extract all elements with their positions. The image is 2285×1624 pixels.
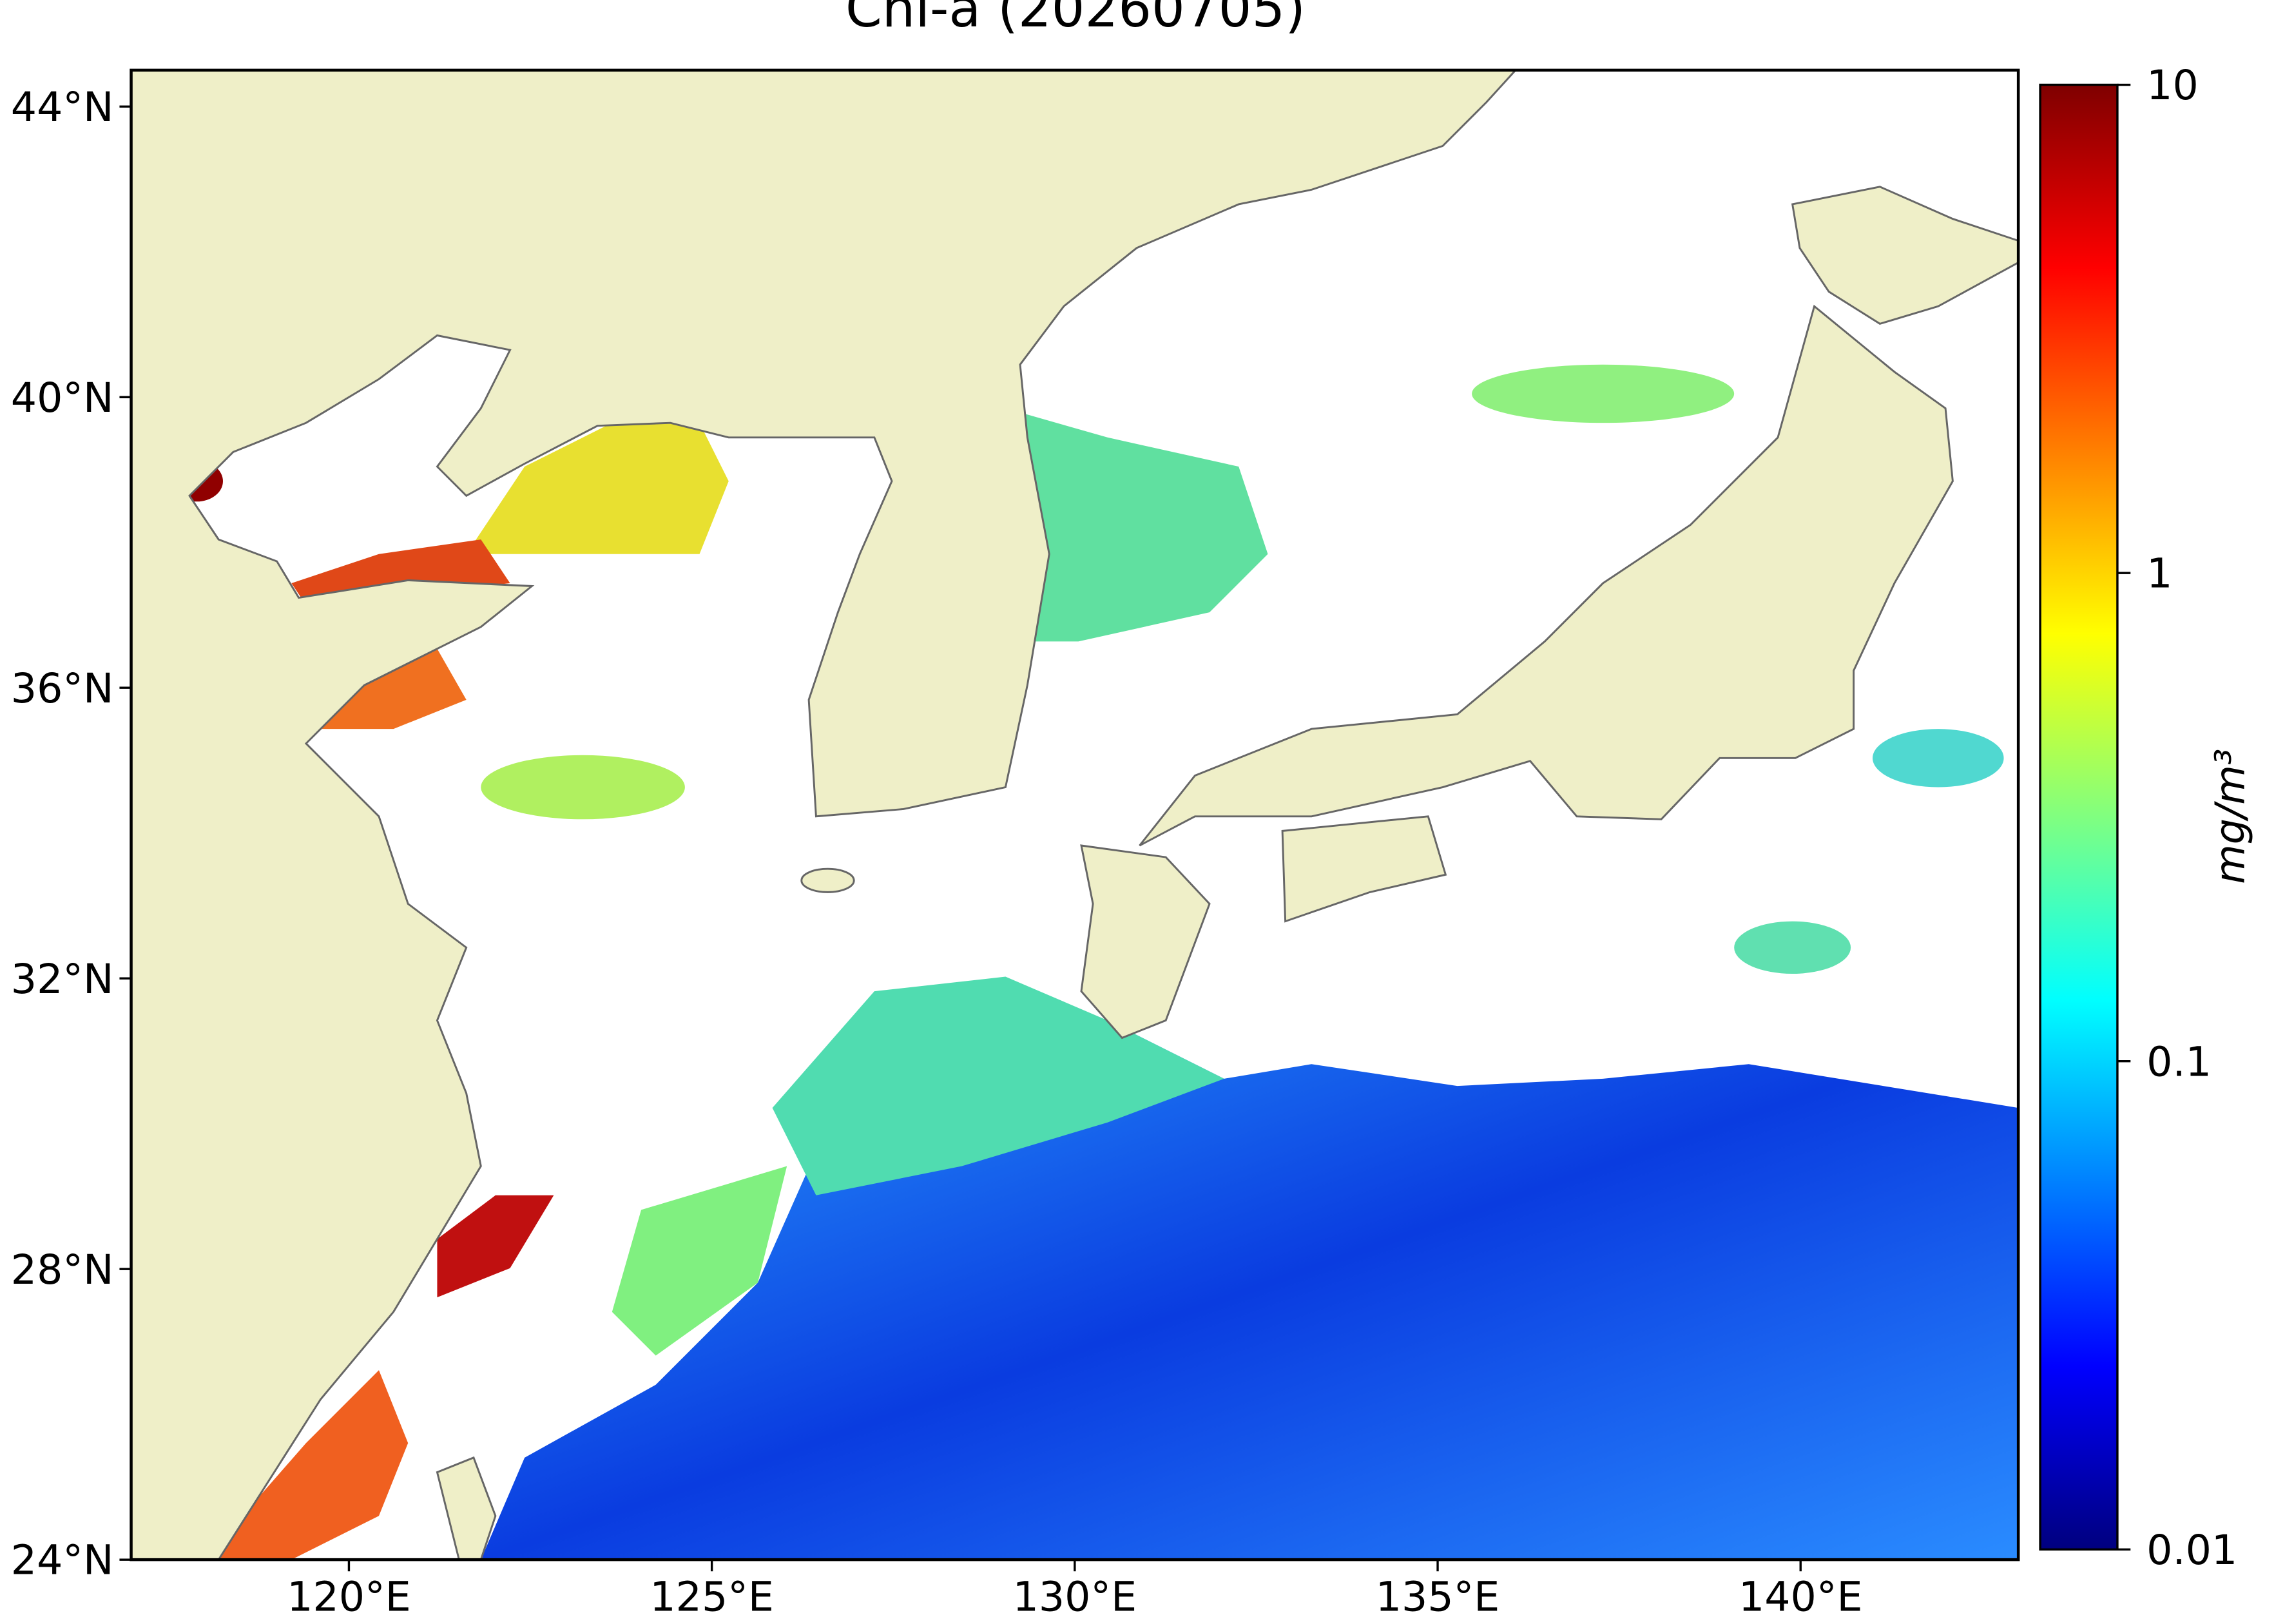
title: Chl-a (20260705) <box>845 0 1306 39</box>
y-tick-label: 44°N <box>11 83 114 131</box>
chl-patch <box>1873 729 2004 788</box>
y-tick-label: 36°N <box>11 664 114 712</box>
colorbar-tick-label: 0.01 <box>2146 1526 2237 1574</box>
y-tick-label: 28°N <box>11 1246 114 1293</box>
chl-patch <box>305 648 467 730</box>
chl-patch <box>437 1195 554 1298</box>
colorbar-tick-label: 1 <box>2146 550 2172 597</box>
x-tick-label: 135°E <box>1376 1572 1500 1620</box>
chl-patch <box>1734 921 1851 974</box>
land <box>131 70 2019 1560</box>
colorbar-label: mg/m³ <box>2206 749 2254 884</box>
chl-patch <box>481 755 685 820</box>
x-tick-label: 120°E <box>287 1572 411 1620</box>
y-tick-label: 40°N <box>11 374 114 421</box>
chl-patch <box>612 1166 787 1356</box>
colorbar-tick-label: 10 <box>2146 61 2199 109</box>
map <box>131 70 2019 1560</box>
y-tick-label: 24°N <box>11 1536 114 1584</box>
colorbar-tick-label: 0.1 <box>2146 1038 2212 1085</box>
x-tick-label: 130°E <box>1013 1572 1137 1620</box>
chl-patch <box>204 1370 409 1560</box>
x-tick-label: 125°E <box>650 1572 774 1620</box>
chl-patch <box>772 976 1224 1195</box>
x-tick-label: 140°E <box>1739 1572 1863 1620</box>
chl-patch <box>466 423 729 554</box>
colorbar <box>2039 83 2119 1551</box>
chl-patch <box>1472 364 1735 423</box>
y-tick-label: 32°N <box>11 955 114 1003</box>
